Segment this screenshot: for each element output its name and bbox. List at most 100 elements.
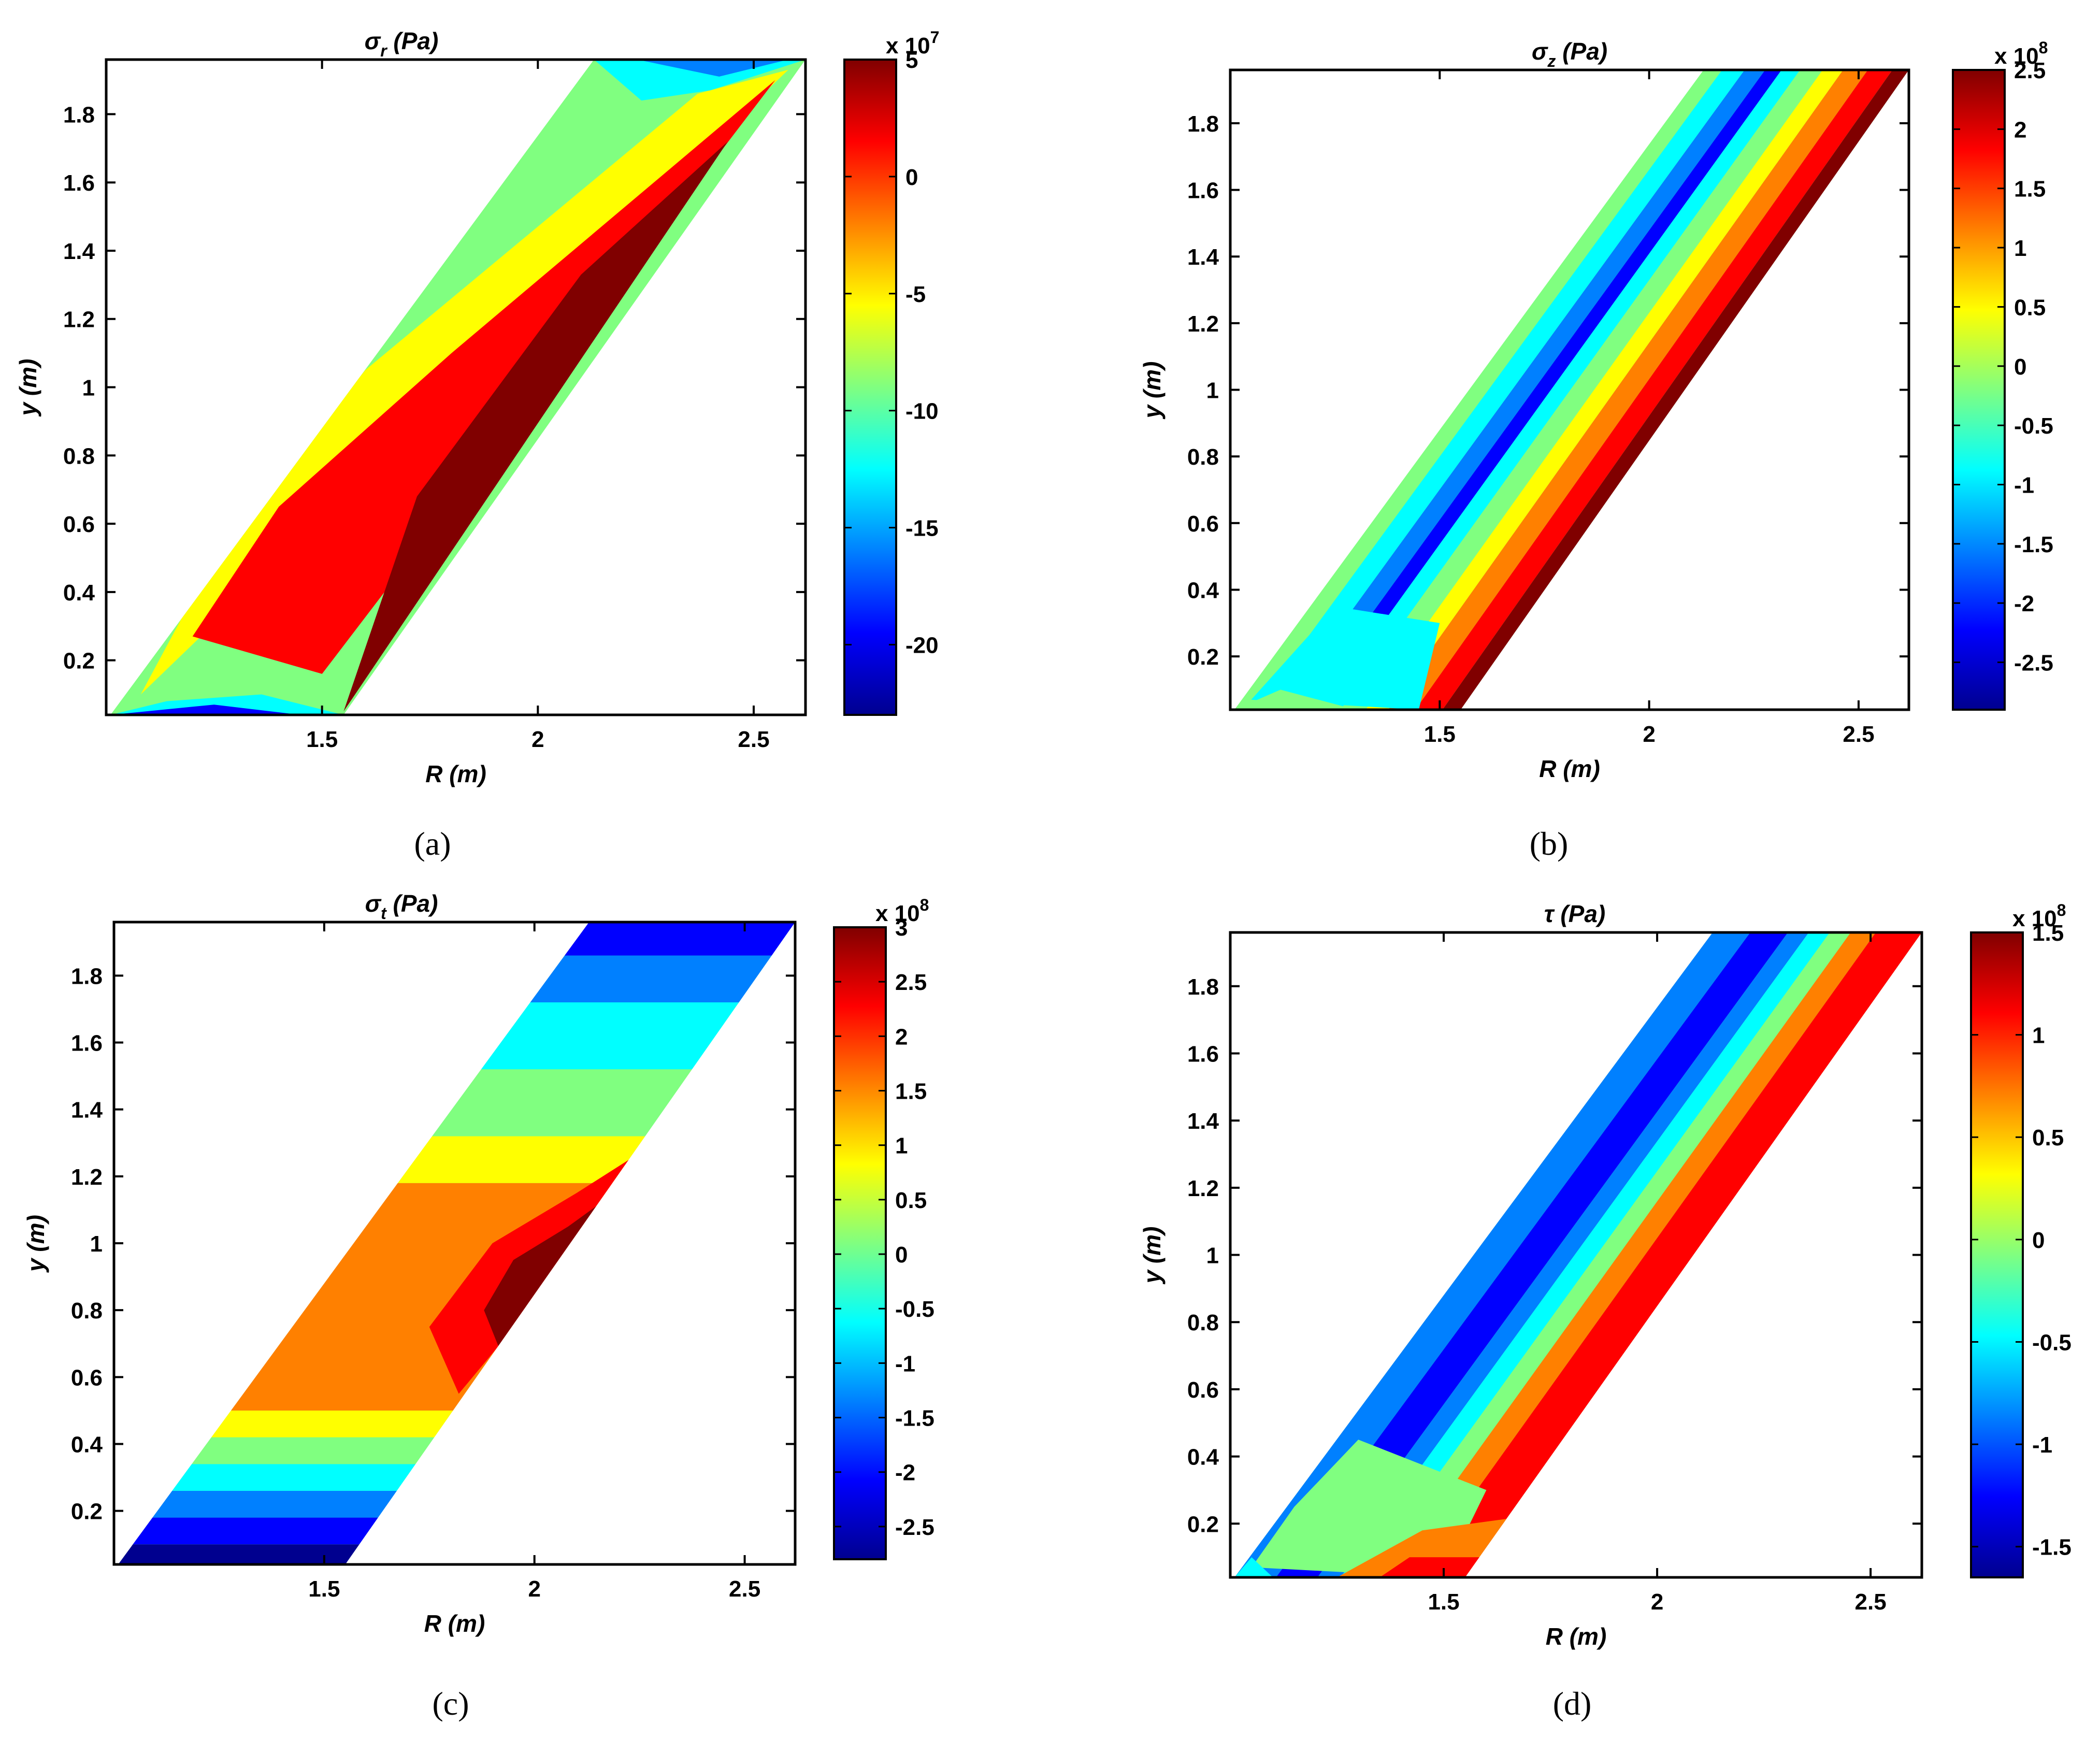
colorbar-tick-label: -1 bbox=[2014, 472, 2034, 498]
colorbar-tick-label: -0.5 bbox=[2032, 1330, 2072, 1355]
y-tick-label: 1 bbox=[90, 1231, 103, 1257]
title-subscript: r bbox=[380, 41, 387, 60]
contour-band bbox=[1388, 70, 1868, 710]
contour-band bbox=[1340, 932, 1830, 1577]
colorbar-tick-label: 0 bbox=[2032, 1228, 2045, 1253]
colorbar-tick-label: 0.5 bbox=[2032, 1125, 2064, 1151]
colorbar bbox=[1952, 69, 2006, 711]
y-tick-label: 1.2 bbox=[1187, 1176, 1219, 1201]
contour-region bbox=[637, 60, 788, 77]
multiplier-exponent: 8 bbox=[2057, 901, 2066, 919]
contour-region bbox=[1234, 689, 1356, 710]
y-tick-label: 1 bbox=[1206, 1243, 1219, 1269]
y-tick-label: 0.6 bbox=[1187, 511, 1219, 537]
y-tick-label: 1 bbox=[82, 376, 95, 401]
colorbar-tick-label: -1 bbox=[895, 1351, 915, 1376]
colorbar-tick-label: -2.5 bbox=[2014, 651, 2053, 676]
y-tick-label: 0.8 bbox=[1187, 1310, 1219, 1335]
x-axis-label: R (m) bbox=[1546, 1623, 1607, 1650]
contour-region bbox=[110, 705, 301, 715]
title-subscript: z bbox=[1547, 52, 1556, 70]
colorbar-tick-label: -5 bbox=[905, 282, 926, 307]
colorbar-tick-label: -1.5 bbox=[2014, 532, 2053, 557]
x-tick-label: 2 bbox=[528, 1576, 540, 1602]
colorbar bbox=[833, 926, 887, 1560]
colorbar-tick-label: 1 bbox=[895, 1133, 908, 1159]
multiplier-base: x 10 bbox=[875, 901, 920, 926]
colorbar-multiplier: x 108 bbox=[875, 896, 929, 926]
contour-band bbox=[1414, 932, 1922, 1577]
y-tick-label: 0.4 bbox=[71, 1432, 103, 1458]
y-tick-label: 1.6 bbox=[63, 170, 95, 196]
colorbar-tick-label: -20 bbox=[905, 633, 939, 658]
panel-caption: (c) bbox=[432, 1685, 469, 1722]
x-tick-label: 2.5 bbox=[1855, 1589, 1887, 1615]
panel-title: σt (Pa) bbox=[365, 890, 438, 923]
y-axis-label: y (m) bbox=[22, 1215, 49, 1273]
colorbar-tick-label: -0.5 bbox=[895, 1297, 934, 1322]
contour-region bbox=[1379, 1557, 1487, 1577]
y-tick-label: 1.6 bbox=[71, 1031, 103, 1056]
colorbar-tick-label: -1.5 bbox=[2032, 1535, 2072, 1560]
title-symbol: σ bbox=[365, 27, 381, 54]
y-tick-label: 1.8 bbox=[63, 102, 95, 127]
multiplier-exponent: 7 bbox=[930, 28, 940, 47]
colorbar bbox=[1970, 931, 2024, 1578]
y-axis-label: y (m) bbox=[15, 359, 41, 417]
y-tick-label: 0.2 bbox=[63, 649, 95, 674]
colorbar-tick-label: 2 bbox=[895, 1024, 908, 1050]
contour-field bbox=[1234, 70, 1909, 710]
panel-title: σz (Pa) bbox=[1532, 38, 1607, 70]
contour-band bbox=[1279, 70, 1765, 710]
multiplier-base: x 10 bbox=[2012, 906, 2057, 931]
contour-band bbox=[1415, 70, 1893, 710]
x-tick-label: 2.5 bbox=[738, 727, 769, 752]
title-subscript: t bbox=[381, 904, 387, 923]
contour-band bbox=[1255, 70, 1745, 710]
contour-band bbox=[1276, 932, 1788, 1577]
y-tick-label: 0.4 bbox=[63, 580, 95, 606]
y-axis-label: y (m) bbox=[1139, 1227, 1166, 1285]
colorbar-multiplier: x 108 bbox=[2012, 901, 2066, 931]
panel-c: 1.5 2 2.5 0.2 0.4 0.6 0.8 1 1.2 1.4 1.6 1.8 R (m) y (… bbox=[22, 890, 934, 1722]
contour-region bbox=[343, 141, 728, 712]
colorbar-tick-label: 1.5 bbox=[895, 1079, 927, 1104]
contour-band bbox=[1363, 932, 1851, 1577]
y-tick-label: 0.6 bbox=[1187, 1377, 1219, 1403]
colorbar-tick-label: -10 bbox=[905, 399, 939, 424]
title-unit: (Pa) bbox=[1554, 900, 1606, 927]
y-tick-label: 1 bbox=[1206, 378, 1219, 404]
contour-band bbox=[1234, 932, 1750, 1577]
contour-band bbox=[1302, 70, 1782, 710]
contour-field bbox=[110, 60, 806, 715]
colorbar bbox=[843, 59, 897, 716]
colorbar-tick-label: 1.5 bbox=[2032, 921, 2064, 946]
contour-band bbox=[1341, 70, 1823, 710]
colorbar-tick-label: -1.5 bbox=[895, 1406, 934, 1431]
colorbar-tick-label: 0.5 bbox=[895, 1188, 927, 1213]
title-symbol: σ bbox=[365, 890, 382, 917]
panel-caption: (a) bbox=[414, 825, 451, 862]
panel-title: σr (Pa) bbox=[365, 27, 439, 60]
colorbar-tick-label: 0 bbox=[905, 165, 918, 190]
multiplier-exponent: 8 bbox=[2039, 38, 2048, 57]
colorbar-tick-label: 3 bbox=[895, 915, 908, 941]
y-tick-label: 1.4 bbox=[63, 239, 95, 264]
y-tick-label: 1.8 bbox=[71, 964, 103, 989]
y-tick-label: 1.6 bbox=[1187, 1041, 1219, 1067]
panel-title: τ (Pa) bbox=[1544, 900, 1606, 927]
x-tick-label: 2.5 bbox=[729, 1576, 760, 1602]
x-axis-label: R (m) bbox=[1539, 755, 1600, 782]
x-axis-label: R (m) bbox=[425, 760, 486, 787]
y-tick-label: 0.2 bbox=[71, 1499, 103, 1525]
contour-region bbox=[1251, 606, 1440, 710]
y-tick-label: 1.2 bbox=[63, 307, 95, 333]
contour-band bbox=[1442, 70, 1909, 710]
colorbar-tick-label: 0 bbox=[2014, 354, 2026, 380]
y-tick-label: 1.6 bbox=[1187, 178, 1219, 204]
title-unit: (Pa) bbox=[387, 27, 439, 54]
contour-field bbox=[1234, 932, 1922, 1577]
panel-caption: (b) bbox=[1530, 825, 1569, 862]
contour-band bbox=[1320, 70, 1800, 710]
